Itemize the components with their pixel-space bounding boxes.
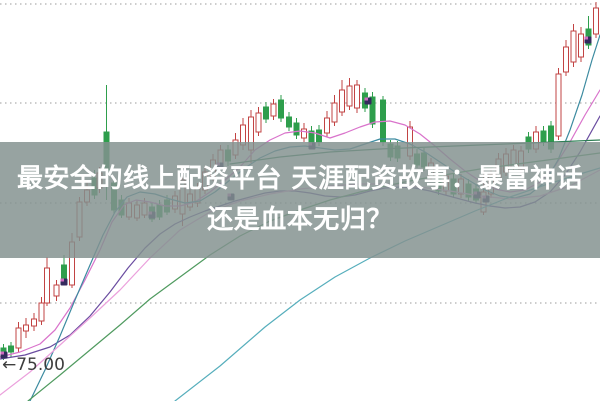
headline-line-2: 还是血本无归？ xyxy=(207,205,393,235)
headline-overlay-band: 最安全的线上配资平台 天涯配资故事：暴富神话 还是血本无归？ xyxy=(0,142,600,258)
headline-line-1: 最安全的线上配资平台 天涯配资故事：暴富神话 xyxy=(16,164,584,194)
price-arrow-label: ←75.00 xyxy=(2,355,65,375)
